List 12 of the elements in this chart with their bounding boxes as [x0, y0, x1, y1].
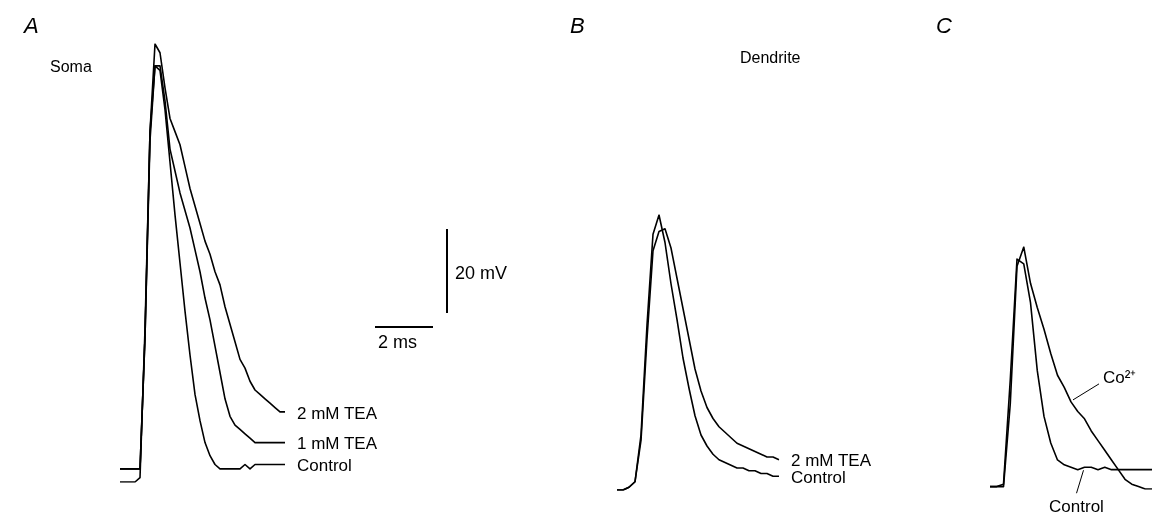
text: Co²⁺	[1103, 367, 1137, 387]
text: Soma	[50, 58, 92, 76]
series-label: Control	[297, 456, 352, 476]
chart-title: A	[24, 13, 39, 39]
series-label: 1 mM TEA	[297, 434, 378, 454]
text: 20 mV	[455, 263, 508, 284]
series-label: 2 mM TEA	[297, 403, 378, 423]
legend-label: Control	[1049, 496, 1104, 516]
text: 2 ms	[378, 332, 418, 353]
chart-title: B	[570, 13, 585, 39]
chart-title: C	[936, 13, 952, 39]
chart-subtitle: Dendrite	[740, 49, 801, 67]
